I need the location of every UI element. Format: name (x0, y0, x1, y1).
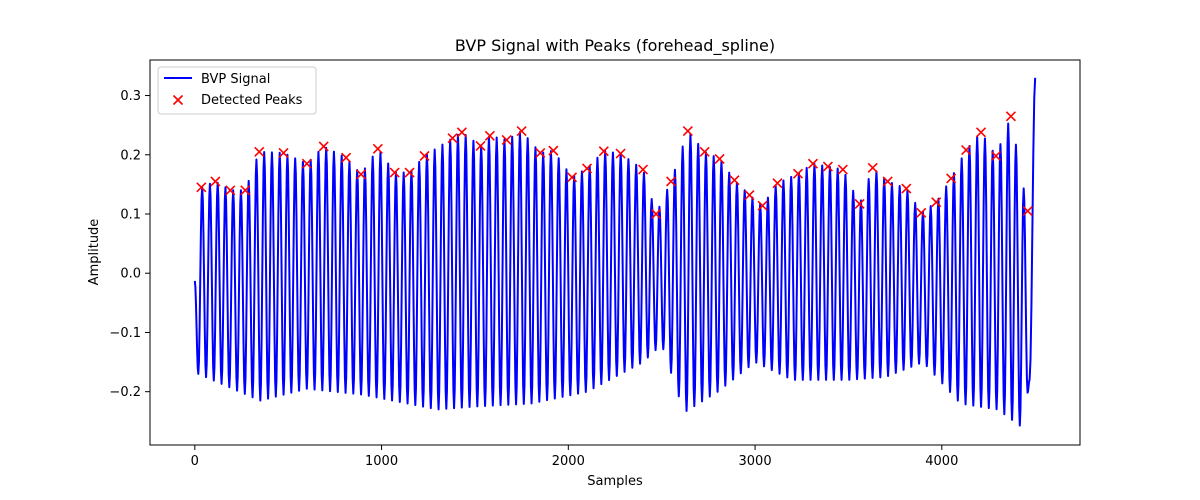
peak-marker (1022, 205, 1033, 217)
peak-marker (729, 175, 740, 186)
x-tick-label: 1000 (365, 454, 398, 469)
peak-marker (278, 147, 289, 159)
peak-marker (254, 146, 265, 157)
peak-marker (837, 164, 848, 175)
peak-marker (615, 148, 626, 159)
x-tick-label: 0 (191, 454, 199, 469)
axes-frame (149, 59, 1081, 446)
peak-marker (419, 150, 430, 162)
peak-marker (355, 169, 367, 180)
peak-marker (341, 152, 352, 163)
peak-marker (404, 167, 415, 178)
plot-area (193, 77, 1037, 427)
peak-marker (535, 147, 546, 159)
peak-marker (961, 144, 972, 156)
x-axis-label: Samples (587, 474, 643, 489)
peak-marker (566, 172, 578, 183)
peak-marker (975, 127, 987, 138)
legend: BVP Signal Detected Peaks (157, 66, 317, 115)
y-axis-label: Amplitude (87, 219, 102, 286)
x-tick-label: 4000 (925, 454, 958, 469)
peak-marker (516, 126, 527, 137)
peak-marker (389, 167, 400, 178)
peak-marker (501, 134, 512, 146)
legend-x-marker (172, 94, 184, 106)
peak-marker (447, 133, 458, 144)
peak-marker (757, 200, 768, 211)
peak-marker (807, 158, 819, 169)
peak-marker (456, 127, 467, 138)
peak-marker (484, 130, 495, 141)
peak-marker (210, 176, 221, 187)
peak-marker (931, 197, 942, 208)
peak-marker (548, 145, 559, 156)
x-tick-label: 2000 (552, 454, 585, 469)
peak-marker (867, 162, 878, 173)
peak-marker (372, 143, 383, 154)
peak-marker (901, 183, 912, 194)
legend-entry-detected-peaks: Detected Peaks (201, 93, 303, 108)
peak-marker (651, 208, 662, 220)
peak-marker (598, 146, 609, 157)
peak-marker (792, 168, 804, 179)
peak-marker (990, 150, 1002, 162)
y-tick-label: 0.3 (120, 89, 141, 104)
legend-x-swatch (172, 94, 184, 106)
y-tick-label: 0.2 (120, 148, 141, 163)
peak-marker (225, 185, 236, 196)
peak-marker (240, 185, 251, 196)
peak-marker (196, 182, 207, 193)
chart-title: BVP Signal with Peaks (forehead_spline) (455, 36, 775, 56)
peak-marker (318, 141, 329, 152)
y-tick-label: −0.1 (109, 326, 141, 341)
peak-marker (581, 163, 593, 174)
legend-box (157, 66, 317, 115)
peak-marker (665, 176, 677, 187)
y-tick-label: −0.2 (109, 385, 141, 400)
peak-marker (714, 153, 725, 164)
peak-marker (744, 189, 755, 201)
x-tick-label: 3000 (739, 454, 772, 469)
peak-marker (946, 173, 957, 184)
peak-marker (822, 161, 833, 172)
y-tick-label: 0.1 (120, 208, 141, 223)
y-tick-label: 0.0 (120, 267, 141, 282)
peak-marker (882, 176, 893, 187)
peak-marker (682, 126, 693, 137)
y-axis: −0.2 −0.1 0.0 0.1 0.2 0.3 (109, 89, 150, 400)
peak-marker (1005, 111, 1016, 122)
peak-marker (916, 207, 927, 218)
peak-marker (854, 198, 865, 209)
series-line-bvp-signal (193, 77, 1037, 427)
legend-entry-bvp-signal: BVP Signal (201, 72, 270, 87)
peak-marker (699, 146, 710, 157)
peak-marker (772, 178, 783, 189)
x-axis: 0 1000 2000 3000 4000 (191, 445, 958, 469)
peak-marker (637, 164, 649, 175)
peak-marker (301, 158, 312, 169)
peak-marker (475, 140, 486, 151)
